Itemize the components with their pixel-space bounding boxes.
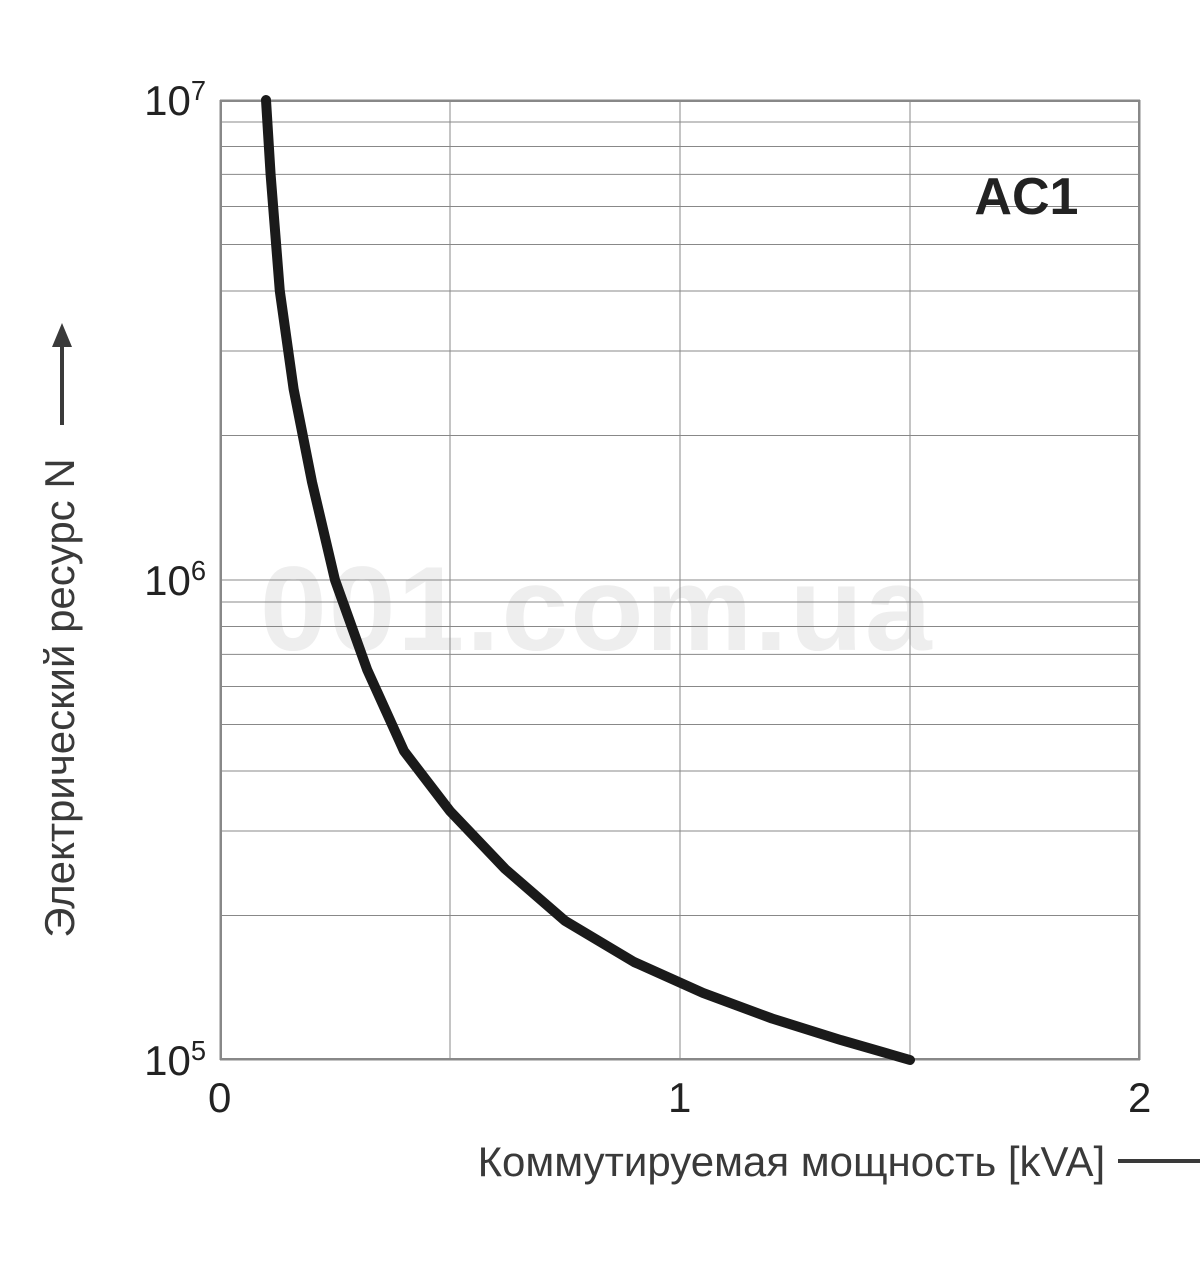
y-tick-label: 105 <box>144 1035 206 1085</box>
x-tick-label: 2 <box>1128 1074 1151 1122</box>
y-tick-label: 107 <box>144 75 206 125</box>
x-tick-label: 0 <box>208 1074 231 1122</box>
chart-container: 001.com.ua Электрический ресурс N Коммут… <box>0 0 1200 1287</box>
legend-label: AC1 <box>974 167 1078 227</box>
x-tick-label: 1 <box>668 1074 691 1122</box>
y-tick-label: 106 <box>144 555 206 605</box>
